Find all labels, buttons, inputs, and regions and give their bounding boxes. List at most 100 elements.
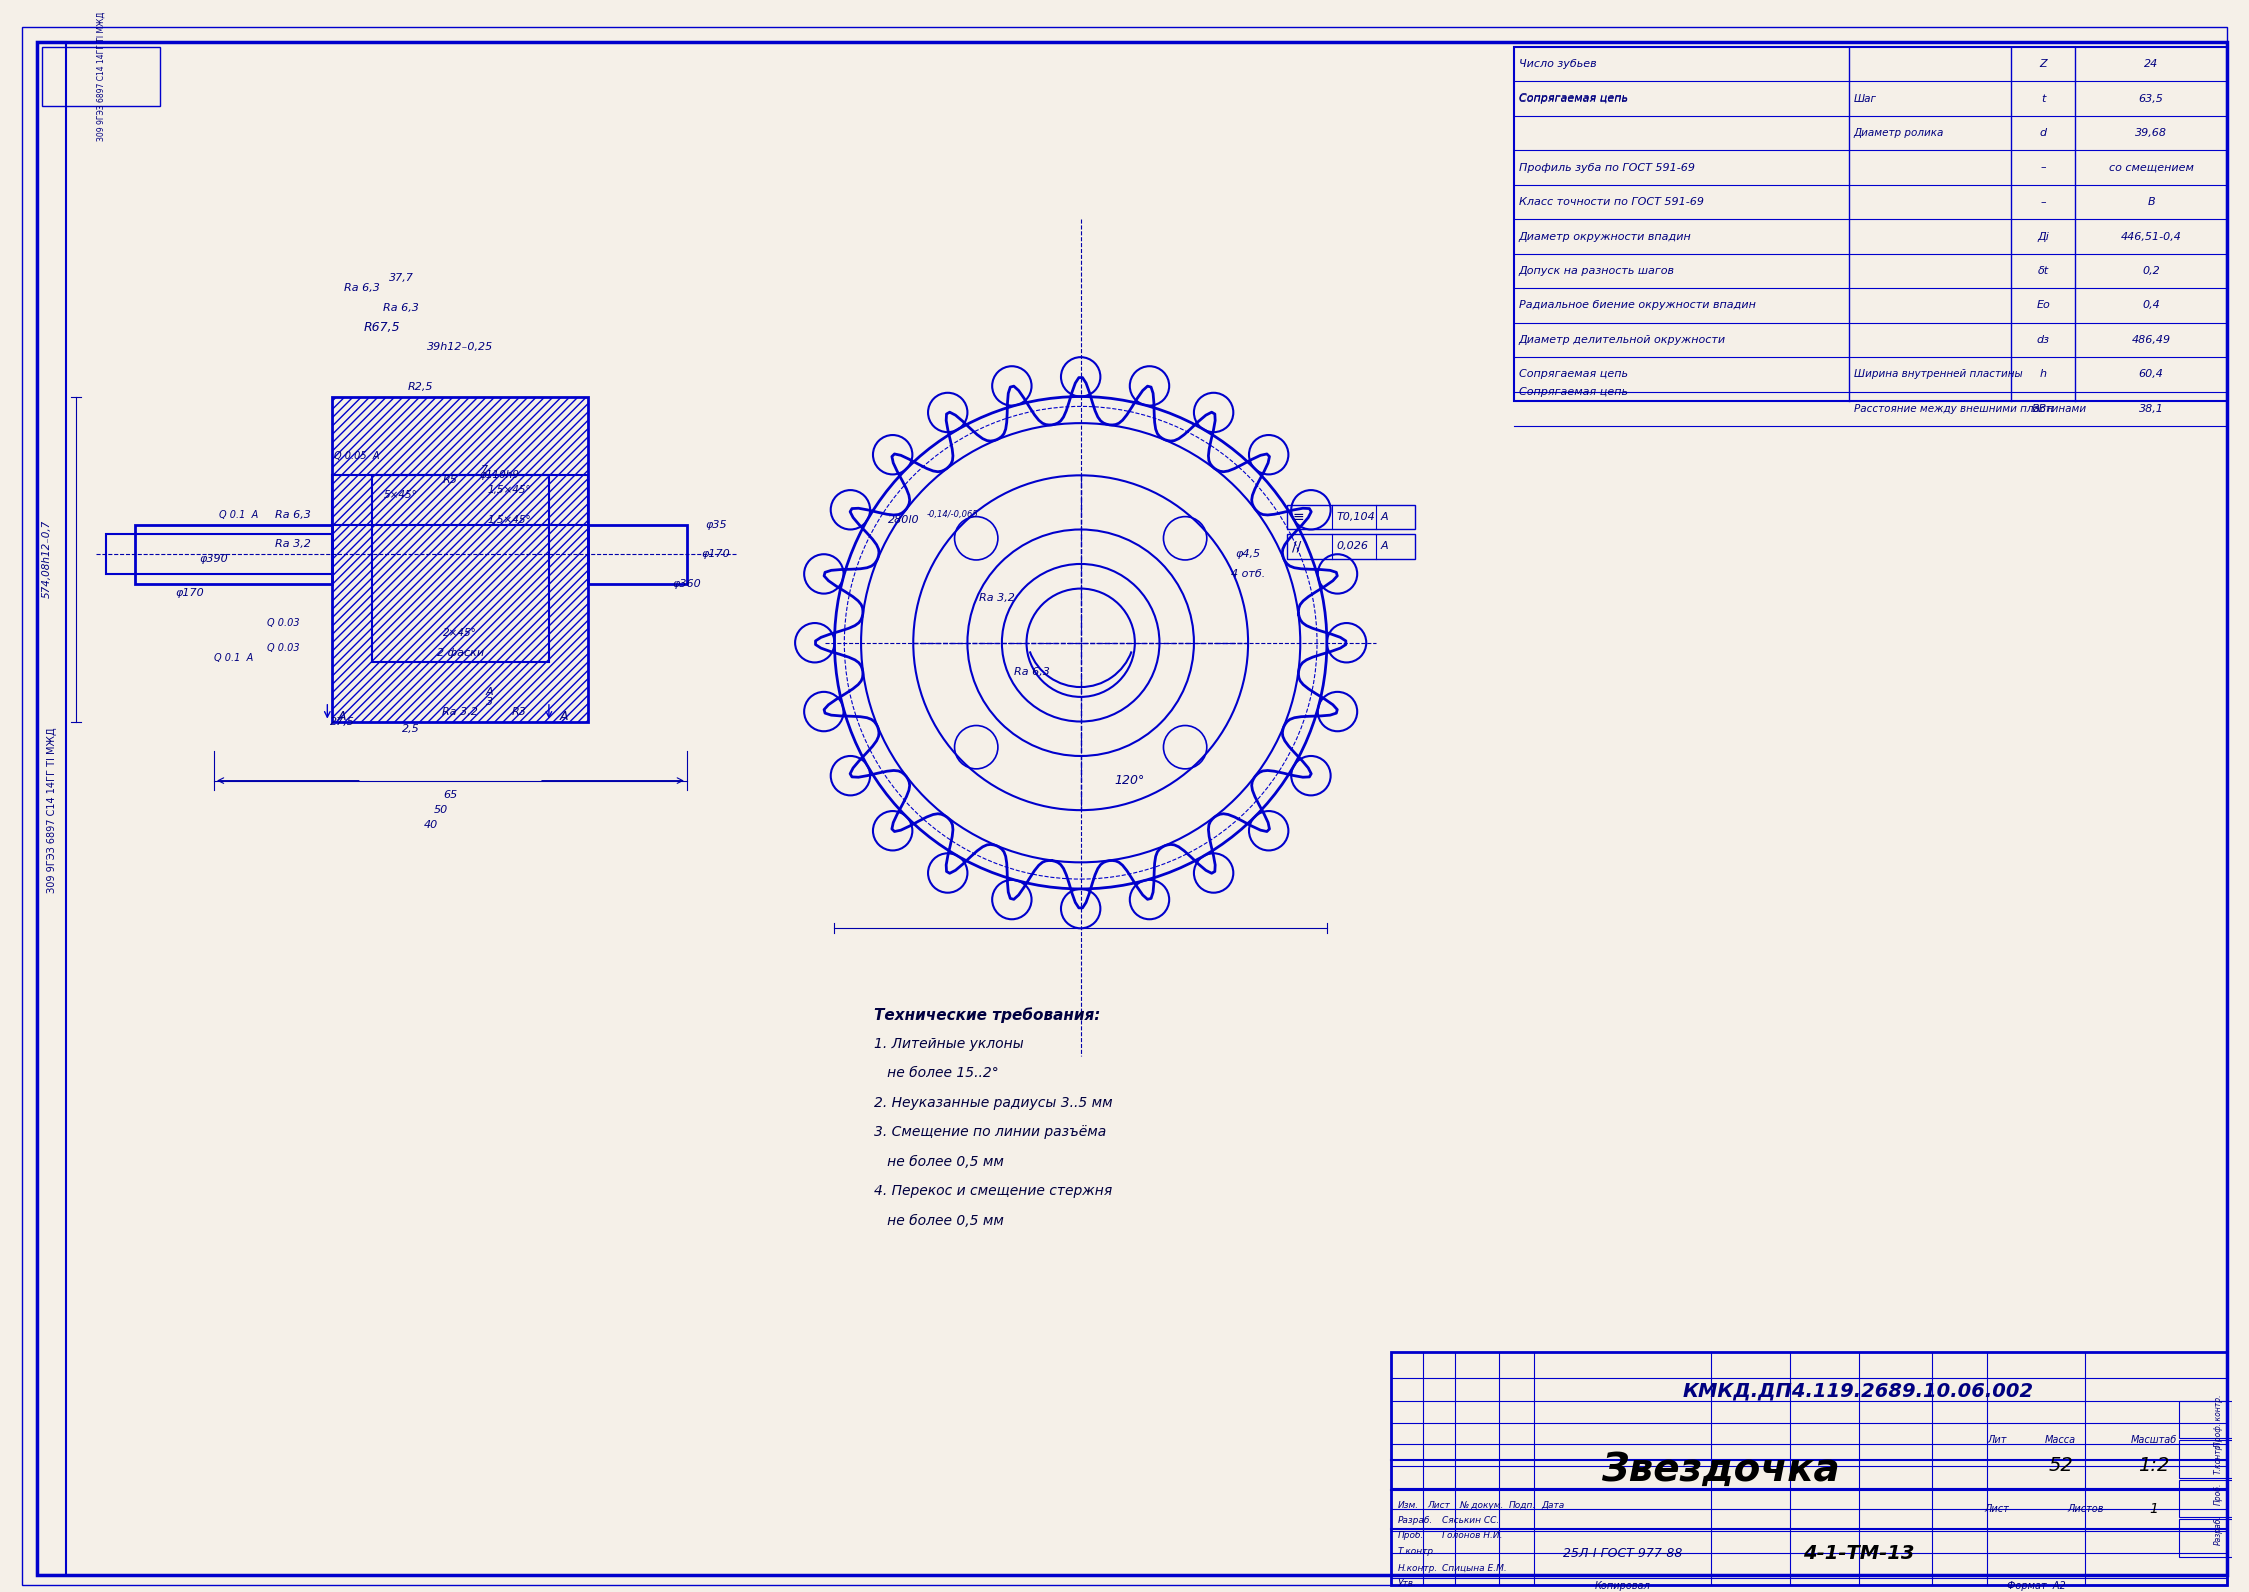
Bar (1390, 1352, 2227, 1586)
Bar (2179, 1441, 2231, 1477)
Text: Сопрягаемая цепь: Сопрягаемая цепь (1518, 94, 1628, 103)
Text: Лист: Лист (1428, 1501, 1451, 1509)
Text: со смещением: со смещением (2110, 162, 2193, 172)
Bar (106, 535, 333, 573)
Text: φ360: φ360 (672, 578, 702, 589)
Text: 2,5: 2,5 (403, 724, 421, 734)
Text: A: A (1381, 511, 1388, 522)
Text: Q 0.03: Q 0.03 (268, 618, 299, 627)
Text: 50: 50 (434, 806, 448, 815)
Text: 7: 7 (481, 465, 488, 476)
Text: A: A (560, 710, 569, 723)
Text: 120°: 120° (1116, 774, 1145, 786)
Text: Eo: Eo (2035, 301, 2051, 310)
Text: Ra 6,3: Ra 6,3 (382, 302, 418, 314)
Text: Радиальное биение окружности впадин: Радиальное биение окружности впадин (1518, 301, 1756, 310)
Bar (2179, 1481, 2231, 1517)
Text: Формат  А2: Формат А2 (2006, 1581, 2065, 1590)
Text: Шаг: Шаг (1853, 94, 1876, 103)
Text: Ra 3,2: Ra 3,2 (443, 707, 479, 716)
Text: φ390: φ390 (200, 554, 229, 564)
Bar (1514, 46, 2227, 401)
Text: Q 0.1  A: Q 0.1 A (214, 653, 254, 662)
Text: Класс точности по ГОСТ 591-69: Класс точности по ГОСТ 591-69 (1518, 197, 1705, 207)
Text: 5×45°: 5×45° (385, 490, 418, 500)
Text: -0,14/-0,065: -0,14/-0,065 (927, 509, 978, 519)
Bar (333, 396, 589, 721)
Text: Допуск на разность шагов: Допуск на разность шагов (1518, 266, 1676, 275)
Text: Сяськин СС.: Сяськин СС. (1442, 1516, 1500, 1525)
Text: 40: 40 (423, 820, 439, 829)
Text: A: A (1381, 541, 1388, 551)
Text: Сопрягаемая цепь: Сопрягаемая цепь (1518, 94, 1628, 103)
Text: 1. Литейные уклоны: 1. Литейные уклоны (875, 1036, 1023, 1051)
Text: 63,5: 63,5 (2139, 94, 2164, 103)
Text: ≡: ≡ (1293, 509, 1304, 524)
Text: φ35: φ35 (706, 519, 726, 530)
Text: не более 15..2°: не более 15..2° (875, 1067, 999, 1081)
Text: Т.контр.: Т.контр. (1399, 1547, 1437, 1555)
Text: Лит: Лит (1986, 1436, 2006, 1446)
Text: Сопрягаемая цепь: Сопрягаемая цепь (1518, 369, 1628, 379)
Text: 38,1: 38,1 (2139, 404, 2164, 414)
Text: 280l0: 280l0 (888, 514, 920, 525)
Text: 0,4: 0,4 (2143, 301, 2159, 310)
Text: 0,2: 0,2 (2143, 266, 2159, 275)
Text: Разраб.: Разраб. (1399, 1516, 1433, 1525)
Bar (333, 476, 589, 525)
Text: Т.контр.: Т.контр. (2213, 1441, 2222, 1474)
Text: 1: 1 (2150, 1503, 2159, 1516)
Text: BBн: BBн (2033, 404, 2056, 414)
Text: Масштаб: Масштаб (2132, 1436, 2177, 1446)
Text: R3: R3 (513, 707, 526, 716)
Text: Т0,104: Т0,104 (1336, 511, 1376, 522)
Text: Утв.: Утв. (1399, 1579, 1417, 1587)
Text: 2 фаски: 2 фаски (436, 648, 484, 657)
Text: Дата: Дата (1541, 1501, 1565, 1509)
Text: A: A (486, 688, 493, 697)
Text: Проб.: Проб. (1399, 1532, 1424, 1541)
Text: Лист: Лист (1984, 1504, 2008, 1514)
Text: Ra 6,3: Ra 6,3 (274, 509, 310, 519)
Bar (36, 41, 67, 1576)
Text: φ170: φ170 (702, 549, 731, 559)
Text: З09 9ГЭЗ 6897 С14 14ГГ ТІ МЖД: З09 9ГЭЗ 6897 С14 14ГГ ТІ МЖД (47, 728, 56, 893)
Text: –: – (2040, 162, 2047, 172)
Text: Проб.: Проб. (2213, 1482, 2222, 1504)
Text: t: t (2042, 94, 2047, 103)
Bar (43, 46, 160, 107)
Text: Диаметр окружности впадин: Диаметр окружности впадин (1518, 231, 1691, 242)
Text: φ110h9: φ110h9 (479, 470, 520, 481)
Text: 24: 24 (2143, 59, 2159, 68)
Text: 39h12₋0,25: 39h12₋0,25 (427, 342, 493, 352)
Bar (2179, 1401, 2231, 1439)
Text: //: // (1293, 540, 1302, 554)
Text: Q 0.03: Q 0.03 (268, 643, 299, 653)
Text: Разраб.: Разраб. (2213, 1516, 2222, 1544)
Text: 486,49: 486,49 (2132, 334, 2170, 345)
Text: не более 0,5 мм: не более 0,5 мм (875, 1154, 1003, 1169)
Text: 4-1-ТМ-13: 4-1-ТМ-13 (1804, 1544, 1914, 1563)
Text: Профиль зуба по ГОСТ 591-69: Профиль зуба по ГОСТ 591-69 (1518, 162, 1696, 172)
Text: Расстояние между внешними пластинами: Расстояние между внешними пластинами (1853, 404, 2085, 414)
Text: 65: 65 (443, 790, 457, 801)
Text: Ra 3,2: Ra 3,2 (978, 594, 1014, 603)
Text: Число зубьев: Число зубьев (1518, 59, 1597, 68)
Text: Изм.: Изм. (1399, 1501, 1419, 1509)
Text: –: – (2040, 197, 2047, 207)
Text: З09 9ГЭЗ 6897 С14 14ГГ ТІ МЖД: З09 9ГЭЗ 6897 С14 14ГГ ТІ МЖД (97, 11, 106, 142)
Text: № докум.: № докум. (1460, 1501, 1505, 1509)
Text: Q 0.05  A: Q 0.05 A (335, 451, 380, 460)
Text: φ170: φ170 (175, 589, 205, 599)
Text: Ra 3,2: Ra 3,2 (274, 540, 310, 549)
Text: R67,5: R67,5 (362, 322, 400, 334)
Text: Z: Z (2040, 59, 2047, 68)
Text: 1:2: 1:2 (2139, 1455, 2170, 1474)
Text: 3: 3 (486, 697, 493, 707)
Text: 4 отб.: 4 отб. (1230, 568, 1266, 579)
Text: Диаметр делительной окружности: Диаметр делительной окружности (1518, 334, 1725, 345)
Text: Подп.: Подп. (1509, 1501, 1536, 1509)
Text: 446,51-0,4: 446,51-0,4 (2121, 231, 2182, 242)
Text: Проф. контр.: Проф. контр. (2213, 1395, 2222, 1447)
Text: Технические требования:: Технические требования: (875, 1008, 1100, 1022)
